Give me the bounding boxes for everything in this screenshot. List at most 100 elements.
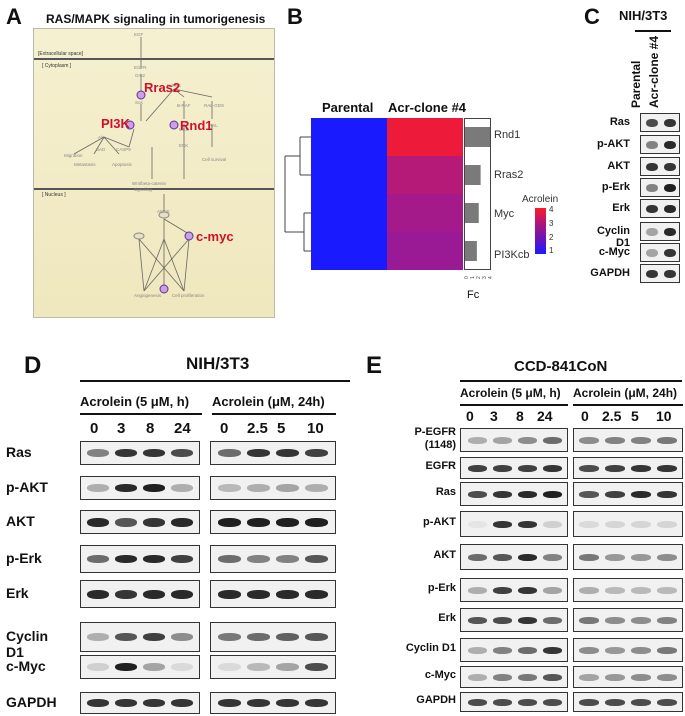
heatmap-cell <box>311 232 387 270</box>
blot-band <box>605 464 625 472</box>
svg-text:Akt: Akt <box>98 135 105 140</box>
blot-band <box>493 490 512 498</box>
blot-band <box>115 589 137 599</box>
blot-band <box>579 586 599 594</box>
pathway-svg: EGF EGFR Grb2 Sos K-RAS B-RAF RAL-GDS ME… <box>34 32 274 298</box>
blot-band <box>579 464 599 472</box>
blot-band <box>631 464 651 472</box>
panel-d-row-p-akt: p-AKT <box>6 479 48 495</box>
blot-band <box>171 484 193 492</box>
panel-d-blot-right-erk <box>210 580 336 608</box>
panel-d-lane-0: 0 <box>220 420 229 437</box>
blot-band <box>143 699 165 707</box>
panel-e-blot-left-gapdh <box>460 692 568 712</box>
rras2-node <box>136 90 146 100</box>
blot-band <box>543 586 562 594</box>
panel-d-blot-right-c-myc <box>210 655 336 679</box>
panel-e-row-gapdh: GAPDH <box>416 694 456 706</box>
panel-d-row-erk: Erk <box>6 585 29 601</box>
highlight-rras2: Rras2 <box>144 80 181 95</box>
blot-band <box>664 162 676 171</box>
blot-band <box>518 490 537 498</box>
blot-band <box>657 464 677 472</box>
panel-d-row-gapdh: GAPDH <box>6 694 57 710</box>
blot-band <box>87 555 109 563</box>
panel-d-lane-10: 10 <box>307 420 324 437</box>
blot-band <box>518 698 537 706</box>
panel-e-cell-line: CCD-841CoN <box>514 358 608 375</box>
panel-c-blot-cyclin-d1 <box>640 222 680 241</box>
blot-band <box>305 555 328 563</box>
blot-band <box>657 616 677 624</box>
panel-e-blot-right-p-erk <box>573 578 683 602</box>
blot-band <box>247 449 270 457</box>
legend-tick-3: 3 <box>549 219 554 228</box>
highlight-pi3k: PI3K <box>101 116 130 131</box>
panel-e-row-c-myc: c-Myc <box>424 669 456 681</box>
blot-band <box>657 436 677 444</box>
panel-c-row-p-erk: p-Erk <box>601 181 630 193</box>
panel-e-blot-left-erk <box>460 608 568 632</box>
blot-band <box>247 517 270 527</box>
blot-band <box>664 227 676 236</box>
blot-band <box>115 449 137 457</box>
panel-c-row-p-akt: p-AKT <box>597 138 630 150</box>
blot-band <box>579 520 599 528</box>
blot-band <box>468 490 487 498</box>
panel-e-blot-right-ras <box>573 482 683 506</box>
blot-band <box>493 673 512 681</box>
panel-d-group2-line <box>212 413 336 415</box>
panel-e-blot-left-akt <box>460 544 568 570</box>
blot-band <box>631 698 651 706</box>
blot-band <box>143 517 165 527</box>
panel-d-blot-right-gapdh <box>210 692 336 714</box>
heatmap-col-acr-clone: Acr-clone #4 <box>388 100 467 115</box>
svg-text:signaling: signaling <box>134 187 152 192</box>
blot-band <box>579 436 599 444</box>
panel-e-blot-left-p-erk <box>460 578 568 602</box>
blot-band <box>87 484 109 492</box>
blot-band <box>631 616 651 624</box>
blot-band <box>657 586 677 594</box>
fc-tick: 3 <box>482 276 488 279</box>
svg-text:ERK: ERK <box>179 143 188 148</box>
heatmap-row-rnd1: Rnd1 <box>494 129 521 141</box>
cmyc-node <box>184 231 194 241</box>
blot-band <box>218 633 241 641</box>
blot-band <box>247 484 270 492</box>
fc-tick: 2 <box>476 276 482 279</box>
blot-band <box>631 646 651 654</box>
svg-text:RAL: RAL <box>209 123 218 128</box>
panel-a-letter: A <box>6 4 22 29</box>
blot-band <box>543 490 562 498</box>
panel-e-letter: E <box>366 352 383 379</box>
panel-e-blot-right-c-myc <box>573 666 683 688</box>
svg-text:Angiogenesis: Angiogenesis <box>134 293 162 298</box>
panel-e-blot-left-p-akt <box>460 511 568 537</box>
panel-e-row-ras: Ras <box>435 486 456 498</box>
blot-band <box>579 553 599 561</box>
panel-e-blot-right-erk <box>573 608 683 632</box>
svg-text:Cell survival: Cell survival <box>202 157 226 162</box>
blot-band <box>605 646 625 654</box>
pi3k-node <box>125 120 135 130</box>
blot-band <box>247 633 270 641</box>
blot-band <box>631 490 651 498</box>
svg-text:Apoptosis: Apoptosis <box>112 162 133 167</box>
panel-e-blot-left-egfr <box>460 457 568 479</box>
blot-band <box>171 633 193 641</box>
blot-band <box>218 555 241 563</box>
panel-d-blot-left-cyclin-d1 <box>80 622 200 652</box>
blot-band <box>276 699 299 707</box>
panel-c-blot-p-akt <box>640 135 680 154</box>
blot-band <box>115 517 137 527</box>
panel-d-blot-left-p-akt <box>80 476 200 500</box>
blot-band <box>543 616 562 624</box>
panel-d-group1-label: Acrolein (5 μM, h) <box>80 394 190 409</box>
blot-band <box>143 484 165 492</box>
blot-band <box>646 227 658 236</box>
panel-c-letter: C <box>584 4 600 29</box>
legend-tick-2: 2 <box>549 233 554 242</box>
blot-band <box>543 436 562 444</box>
panel-d-blot-left-gapdh <box>80 692 200 714</box>
